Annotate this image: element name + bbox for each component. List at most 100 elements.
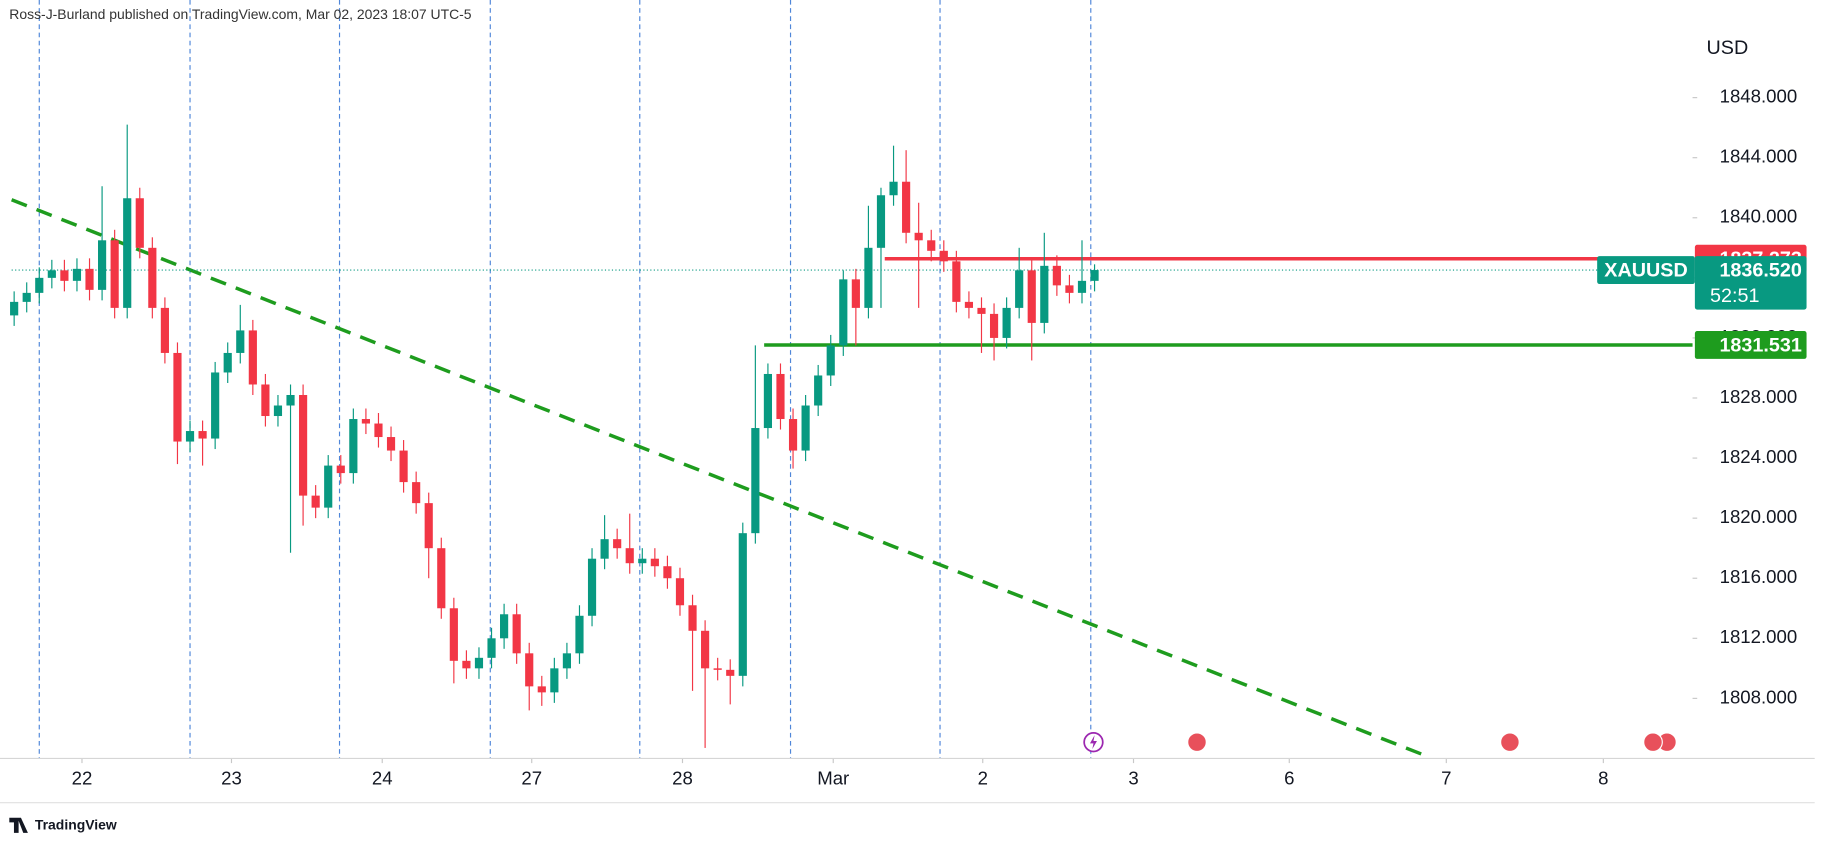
- x-tick-label: 7: [1441, 767, 1451, 788]
- y-tick-label: 1816.000: [1720, 566, 1798, 587]
- candle-layer: [10, 124, 1099, 748]
- candle-body: [374, 423, 383, 438]
- candle-body: [839, 279, 848, 346]
- x-tick-label: 24: [372, 767, 393, 788]
- candle-body: [399, 450, 408, 483]
- candle-body: [688, 605, 697, 631]
- candle-body: [587, 558, 597, 616]
- candle-body: [173, 352, 182, 442]
- x-tick-label: 2: [978, 767, 988, 788]
- level-label-box: [1694, 331, 1807, 359]
- event-icon: [1643, 732, 1663, 753]
- candle-body: [273, 405, 283, 417]
- candle-body: [110, 240, 119, 308]
- candle-body: [713, 668, 722, 670]
- candle-body: [22, 292, 31, 302]
- last-price-box: [1694, 256, 1807, 310]
- trend-line: [10, 198, 1422, 756]
- candle-body: [562, 653, 571, 669]
- event-icon-bolt: [1089, 735, 1097, 750]
- candle-body: [47, 270, 56, 278]
- candle-body: [349, 419, 358, 474]
- candle-body: [675, 578, 685, 606]
- candle-body: [1077, 280, 1087, 293]
- candle-body: [487, 638, 496, 658]
- label-layer: 1808.000 1812.000 1816.000 1820.000 1824.000…: [72, 86, 1807, 788]
- x-tick-label: 28: [672, 767, 693, 788]
- event-icon: [1187, 732, 1207, 753]
- candle-body: [927, 240, 936, 251]
- x-tick-label: 6: [1284, 767, 1294, 788]
- candle-body: [826, 345, 835, 376]
- candle-body: [638, 558, 647, 564]
- candle-body: [261, 384, 270, 417]
- x-tick-label: 8: [1598, 767, 1608, 788]
- candle-body: [60, 270, 69, 281]
- y-tick-label: 1848.000: [1720, 86, 1798, 107]
- candle-body: [437, 548, 446, 609]
- candle-body: [299, 394, 308, 496]
- x-tick-label: 3: [1128, 767, 1138, 788]
- candle-body: [763, 373, 773, 429]
- candle-body: [889, 181, 898, 196]
- candle-body: [814, 375, 823, 406]
- candle-body: [10, 301, 19, 316]
- candle-body: [776, 373, 785, 420]
- candle-body: [462, 660, 471, 669]
- candle-body: [1027, 270, 1036, 323]
- x-tick-label: 22: [72, 767, 93, 788]
- candle-body: [1015, 270, 1024, 308]
- candle-body: [902, 181, 911, 233]
- candle-body: [85, 268, 94, 290]
- candle-body: [1065, 285, 1074, 293]
- y-tick-label: 1808.000: [1720, 686, 1798, 707]
- candle-body: [248, 330, 257, 385]
- candle-body: [160, 307, 169, 353]
- currency-label: USD: [1707, 37, 1749, 59]
- candle-body: [939, 250, 948, 262]
- symbol-box: [1597, 256, 1695, 284]
- candle-body: [1002, 307, 1011, 338]
- candle-body: [211, 372, 220, 439]
- candle-body: [738, 533, 747, 676]
- candle-body: [701, 630, 710, 669]
- candle-body: [788, 419, 798, 451]
- y-tick-label: 1840.000: [1720, 206, 1798, 227]
- candle-body: [525, 653, 534, 687]
- candle-body: [424, 503, 433, 549]
- candle-body: [236, 330, 245, 353]
- candle-body: [98, 240, 107, 290]
- candle-body: [412, 482, 421, 504]
- y-tick-label: 1844.000: [1720, 146, 1798, 167]
- candle-body: [600, 539, 609, 559]
- level-label: 1831.531: [1719, 334, 1801, 356]
- candle-body: [386, 437, 396, 451]
- event-icons: [1083, 731, 1677, 753]
- footer-brand: TradingView: [35, 817, 117, 833]
- event-icon: [1500, 732, 1520, 753]
- candle-body: [876, 195, 886, 248]
- candle-body: [613, 539, 622, 549]
- header: Ross-J-Burland published on TradingView.…: [9, 6, 471, 22]
- candle-body: [361, 419, 370, 424]
- countdown-label: 52:51: [1710, 285, 1759, 307]
- candle-body: [801, 405, 810, 451]
- candle-body: [198, 431, 207, 439]
- candle-body: [185, 431, 195, 442]
- candle-body: [851, 279, 860, 308]
- candle-body: [324, 465, 333, 508]
- candle-body: [311, 495, 320, 508]
- candle-body: [864, 247, 873, 308]
- candle-body: [1040, 265, 1049, 323]
- x-tick-label: 27: [521, 767, 542, 788]
- x-tick-label: Mar: [817, 767, 849, 788]
- candle-body: [952, 261, 961, 302]
- x-tick-label: 23: [221, 767, 242, 788]
- footer-logo: [9, 817, 28, 833]
- candle-body: [286, 394, 295, 406]
- candle-body: [474, 657, 484, 669]
- candle-body: [914, 232, 923, 241]
